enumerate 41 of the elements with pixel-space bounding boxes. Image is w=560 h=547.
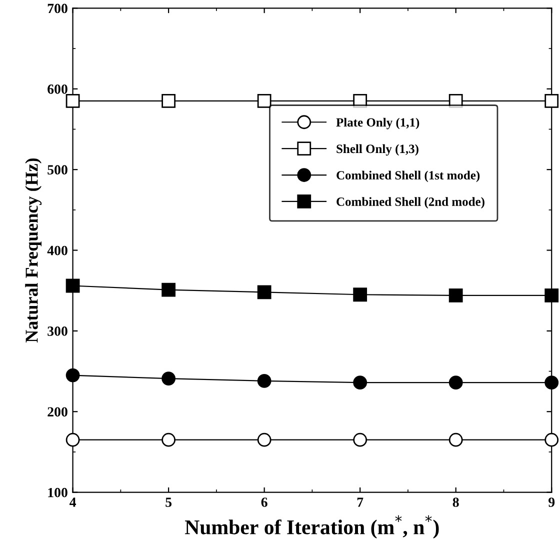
legend-label: Plate Only (1,1) [336, 118, 420, 130]
y-tick-label: 600 [48, 84, 68, 94]
point [257, 432, 272, 447]
x-axis-title: Number of Iteration (m$^{*}$, n$^{*}$) [184, 515, 439, 539]
point [162, 372, 176, 386]
y-tick-label: 500 [48, 165, 68, 175]
x-tick-label: 5 [166, 498, 172, 507]
y-tick-label: 200 [48, 407, 68, 417]
point [162, 432, 176, 447]
x-tick-label: 6 [261, 498, 268, 507]
point [257, 374, 272, 388]
point [448, 432, 463, 447]
y-tick-label: 700 [48, 4, 68, 14]
point [544, 288, 559, 302]
point [544, 432, 559, 447]
point [66, 368, 80, 382]
legend-label: Combined Shell (2nd mode) [336, 197, 484, 208]
point [544, 376, 559, 390]
point [66, 278, 80, 293]
point [162, 282, 176, 297]
x-tick-label: 8 [452, 498, 459, 507]
point [353, 288, 368, 302]
point [448, 288, 463, 302]
point [353, 432, 368, 447]
y-tick-label: 100 [48, 488, 68, 498]
point [544, 94, 559, 108]
legend-label: Combined Shell (1st mode) [336, 170, 480, 182]
point [353, 376, 368, 390]
point [66, 94, 80, 108]
point [162, 94, 176, 108]
point [66, 432, 80, 447]
x-tick-label: 9 [548, 498, 555, 507]
point [257, 94, 272, 108]
y-axis-title: Natural Frequency (Hz) [25, 158, 42, 343]
point [448, 376, 463, 390]
y-tick-label: 300 [48, 326, 68, 336]
legend-label: Shell Only (1,3) [336, 144, 418, 156]
x-tick-label: 7 [357, 498, 364, 507]
x-tick-label: 4 [70, 498, 76, 507]
y-tick-label: 400 [47, 246, 68, 256]
point [257, 285, 272, 300]
